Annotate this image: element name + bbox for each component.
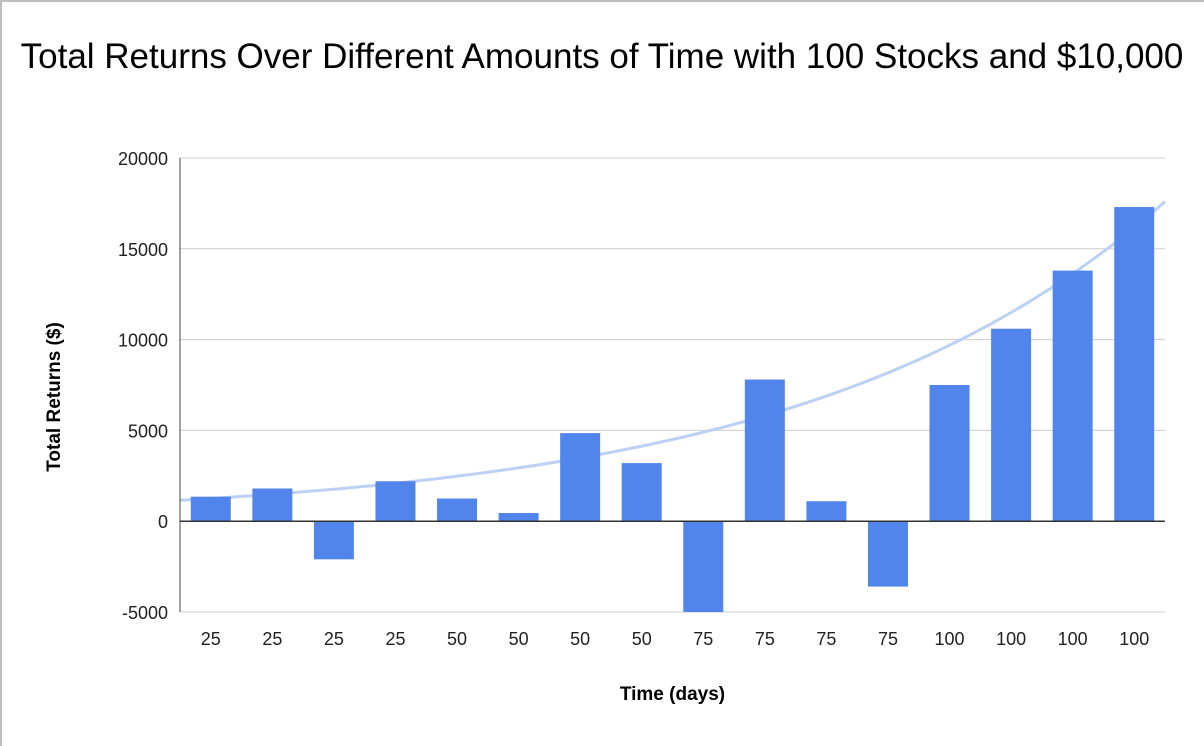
bar <box>867 521 908 587</box>
y-tick-label: 15000 <box>118 240 168 260</box>
x-tick-label: 50 <box>509 629 529 649</box>
chart-title: Total Returns Over Different Amounts of … <box>20 37 1184 76</box>
x-tick-label: 75 <box>755 629 775 649</box>
y-tick-labels: -5000 0 5000 10000 15000 20000 <box>118 149 168 623</box>
x-tick-label: 25 <box>201 629 221 649</box>
x-tick-label: 75 <box>878 629 898 649</box>
bar <box>806 501 847 522</box>
x-axis-label: Time (days) <box>619 684 726 705</box>
x-tick-label: 50 <box>632 629 652 649</box>
gridlines <box>180 157 1165 613</box>
axes <box>179 158 1165 612</box>
x-tick-label: 100 <box>1058 629 1088 649</box>
bar <box>929 385 970 522</box>
y-tick-label: 10000 <box>118 331 168 351</box>
bar <box>1114 207 1155 522</box>
bar <box>313 521 354 560</box>
bar <box>375 481 416 522</box>
bars <box>190 207 1155 612</box>
bar <box>252 488 293 522</box>
x-tick-label: 25 <box>262 629 282 649</box>
trendline <box>179 200 1166 502</box>
x-tick-label: 25 <box>324 629 344 649</box>
trendline-layer <box>179 200 1166 502</box>
x-tick-label: 75 <box>816 629 836 649</box>
bar <box>991 328 1032 522</box>
x-tick-label: 50 <box>570 629 590 649</box>
bar <box>683 521 724 612</box>
y-tick-label: 20000 <box>118 149 168 169</box>
y-tick-label: -5000 <box>122 603 168 623</box>
bar <box>437 498 478 522</box>
x-tick-label: 75 <box>693 629 713 649</box>
x-tick-labels: 25 25 25 25 50 50 50 50 75 75 75 75 100 100 100 100 <box>201 629 1149 649</box>
bar <box>190 496 231 522</box>
x-tick-label: 100 <box>1119 629 1149 649</box>
x-tick-label: 100 <box>935 629 965 649</box>
x-tick-label: 25 <box>385 629 405 649</box>
bar <box>744 379 785 522</box>
bar <box>1052 270 1093 522</box>
x-tick-label: 50 <box>447 629 467 649</box>
x-tick-label: 100 <box>996 629 1026 649</box>
bar <box>498 513 539 522</box>
y-tick-label: 0 <box>158 512 168 532</box>
y-tick-label: 5000 <box>128 421 168 441</box>
bar <box>560 433 601 522</box>
bar <box>621 463 662 522</box>
